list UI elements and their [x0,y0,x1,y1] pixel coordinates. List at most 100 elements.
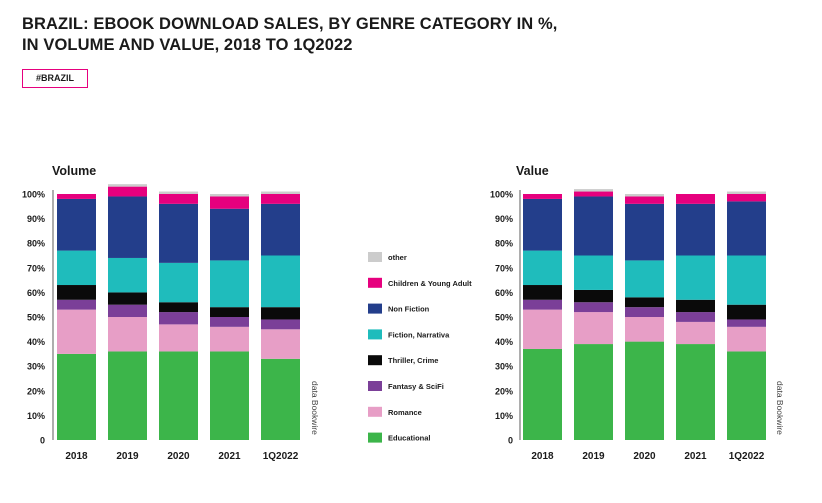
legend-swatch [368,252,382,262]
value-x-tick-label: 2019 [582,451,605,462]
value-y-tick-label: 50% [495,313,513,323]
value-bar-segment-thriller-crime [727,304,766,320]
volume-x-tick-label: 1Q2022 [263,451,299,462]
value-y-tick-label: 70% [495,263,513,273]
value-y-tick-label: 80% [495,239,513,249]
value-bar-segment-non-fiction [676,203,715,256]
value-bar-segment-educational [574,344,613,440]
volume-bar-segment-non-fiction [108,196,147,258]
volume-bar-segment-children-young-adult [210,196,249,209]
legend-swatch [368,381,382,391]
value-y-tick-label: 40% [495,337,513,347]
volume-bar-segment-children-young-adult [261,194,300,204]
volume-bar-segment-non-fiction [57,198,96,251]
value-x-tick-label: 2021 [684,451,707,462]
volume-y-tick-label: 80% [27,239,45,249]
value-bar-segment-thriller-crime [676,299,715,313]
volume-x-tick-label: 2020 [167,451,190,462]
value-y-tick-label: 90% [495,214,513,224]
volume-y-tick-label: 20% [27,386,45,396]
value-bar-segment-romance [727,326,766,352]
volume-bar-segment-non-fiction [261,203,300,256]
volume-y-tick-label: 0 [40,436,45,446]
volume-bar-segment-romance [108,317,147,352]
value-bar-segment-fantasy-scifi [523,299,562,310]
value-x-tick-label: 2020 [633,451,656,462]
volume-bar-segment-fantasy-scifi [108,304,147,317]
value-y-tick-label: 60% [495,288,513,298]
value-bar-segment-fiction-narrativa [727,255,766,305]
volume-panel-title: Volume [52,164,96,178]
volume-bar-segment-children-young-adult [159,194,198,204]
value-bar-segment-educational [625,341,664,440]
volume-bar-segment-thriller-crime [159,302,198,313]
value-panel-title: Value [516,164,549,178]
volume-x-tick-label: 2018 [65,451,88,462]
volume-y-tick-label: 50% [27,313,45,323]
value-bar-segment-fiction-narrativa [523,250,562,286]
value-source-note: data Bookwire [775,381,785,435]
value-x-tick-label: 2018 [531,451,554,462]
volume-y-tick-label: 70% [27,263,45,273]
value-bar-segment-other [727,191,766,194]
value-bar-segment-non-fiction [574,196,613,256]
value-bar-segment-other [625,194,664,197]
value-bar-segment-fiction-narrativa [625,260,664,298]
volume-y-tick-label: 10% [27,411,45,421]
legend-label: Educational [388,434,431,443]
country-tag[interactable]: #BRAZIL [22,69,88,88]
volume-bar-segment-fiction-narrativa [108,257,147,293]
value-bar-segment-romance [574,312,613,345]
volume-bar-segment-educational [57,353,96,440]
legend-swatch [368,355,382,366]
volume-y-tick-label: 100% [22,190,45,200]
value-bar-segment-educational [523,348,562,440]
chart-title: BRAZIL: EBOOK DOWNLOAD SALES, BY GENRE C… [22,14,722,56]
legend-label: other [388,253,407,262]
volume-bar-segment-non-fiction [210,208,249,261]
volume-y-tick-label: 60% [27,288,45,298]
value-x-tick-label: 1Q2022 [729,451,765,462]
value-bar-segment-educational [727,351,766,440]
volume-bar-segment-non-fiction [159,203,198,263]
value-bar-segment-children-young-adult [727,194,766,202]
value-bar-segment-non-fiction [523,198,562,251]
value-bar-segment-fantasy-scifi [625,307,664,317]
legend-label: Thriller, Crime [388,356,438,365]
volume-bar-segment-educational [261,358,300,440]
chart-title-line-2: IN VOLUME AND VALUE, 2018 TO 1Q2022 [22,36,353,54]
volume-y-tick-label: 40% [27,337,45,347]
volume-bar-segment-romance [159,324,198,352]
volume-bar-segment-fiction-narrativa [261,255,300,308]
volume-bar-segment-romance [261,329,300,359]
volume-bar-segment-romance [210,326,249,352]
volume-bar-segment-fantasy-scifi [57,299,96,310]
value-bar-segment-fantasy-scifi [727,319,766,327]
volume-bar-segment-thriller-crime [108,292,147,305]
value-bar-segment-thriller-crime [574,289,613,303]
chart-title-line-1: BRAZIL: EBOOK DOWNLOAD SALES, BY GENRE C… [22,15,558,33]
volume-bar-segment-thriller-crime [57,285,96,300]
volume-y-tick-label: 90% [27,214,45,224]
value-bar-segment-children-young-adult [523,194,562,199]
volume-bar-segment-educational [108,351,147,440]
value-bar-segment-children-young-adult [574,191,613,197]
volume-bar-segment-educational [210,351,249,440]
value-bar-segment-non-fiction [625,203,664,261]
legend-swatch [368,432,382,443]
volume-bar-segment-other [210,194,249,197]
volume-bar-segment-fantasy-scifi [261,319,300,330]
volume-bar-segment-fantasy-scifi [210,317,249,327]
value-bar-segment-other [574,189,613,192]
volume-y-tick-label: 30% [27,362,45,372]
legend-swatch [368,303,382,314]
legend-label: Non Fiction [388,305,430,314]
value-bar-segment-educational [676,344,715,440]
volume-bar-segment-other [108,184,147,187]
value-y-tick-label: 20% [495,386,513,396]
value-y-tick-label: 100% [490,190,513,200]
volume-bar-segment-children-young-adult [57,194,96,199]
value-y-tick-label: 0 [508,436,513,446]
volume-bar-segment-children-young-adult [108,186,147,197]
